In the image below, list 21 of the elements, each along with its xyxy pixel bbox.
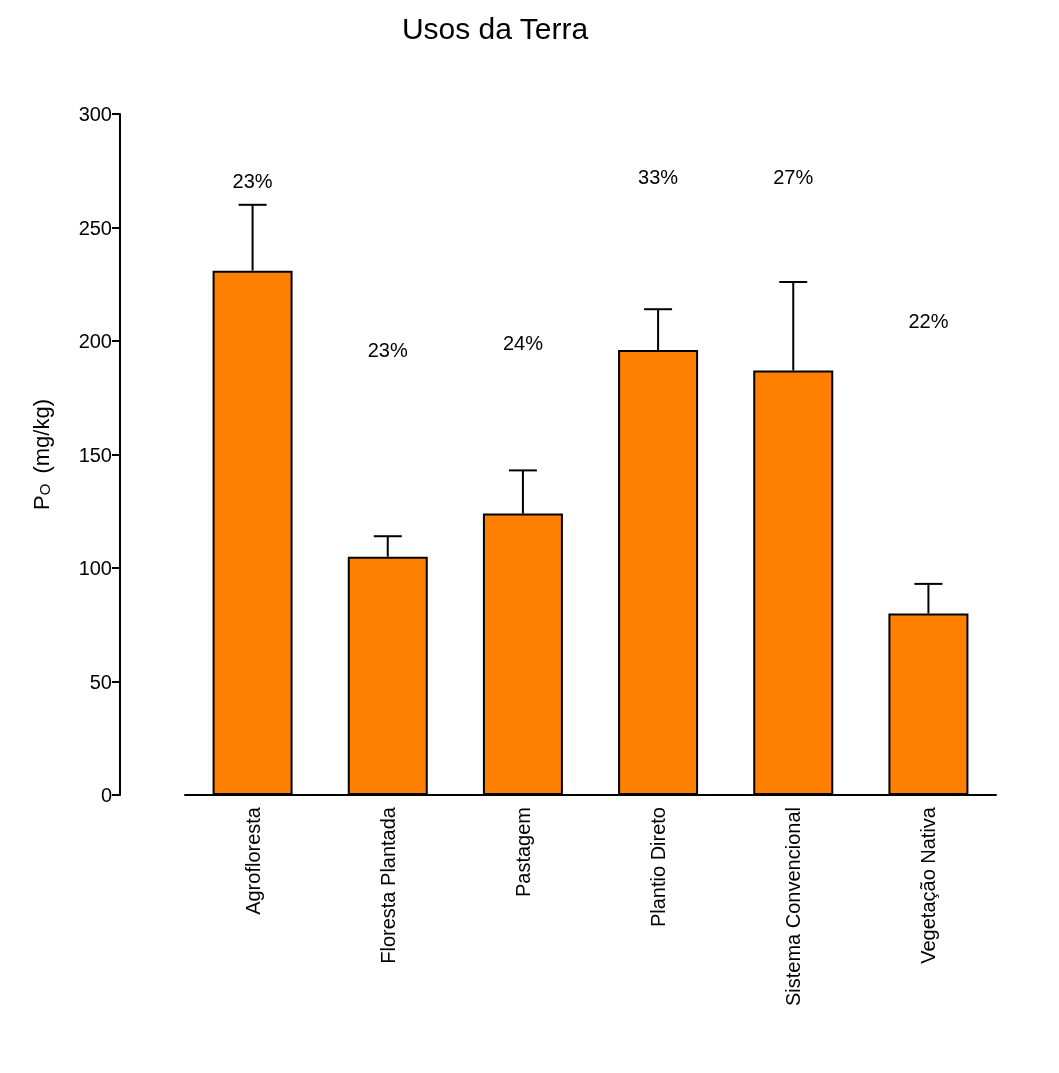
- x-tick-label: Plantio Direto: [647, 807, 670, 928]
- x-tick-label: Pastagem: [511, 807, 534, 898]
- y-axis-title: PO (mg/kg): [28, 398, 54, 511]
- y-tick-label: 50: [89, 670, 112, 693]
- annotation: 23%: [367, 339, 408, 361]
- x-tick-label: Agrofloresta: [241, 806, 264, 915]
- y-tick-label: 100: [78, 557, 112, 579]
- annotation: 23%: [232, 170, 273, 192]
- annotation: 24%: [502, 332, 544, 354]
- annotation: 27%: [773, 166, 814, 188]
- x-tick-label: Floresta Plantada: [376, 806, 399, 964]
- y-tick-label: 200: [78, 330, 112, 352]
- chart-title: Usos da Terra: [401, 11, 589, 45]
- y-tick-label: 300: [78, 103, 112, 125]
- y-tick-label: 0: [100, 784, 112, 806]
- x-tick-label: Sistema Convencional: [782, 807, 805, 1006]
- y-tick-label: 250: [78, 216, 112, 239]
- annotation: 33%: [638, 166, 679, 188]
- x-tick-label: Vegetação Nativa: [917, 806, 940, 964]
- annotation: 22%: [908, 310, 949, 332]
- y-tick-label: 150: [78, 443, 112, 466]
